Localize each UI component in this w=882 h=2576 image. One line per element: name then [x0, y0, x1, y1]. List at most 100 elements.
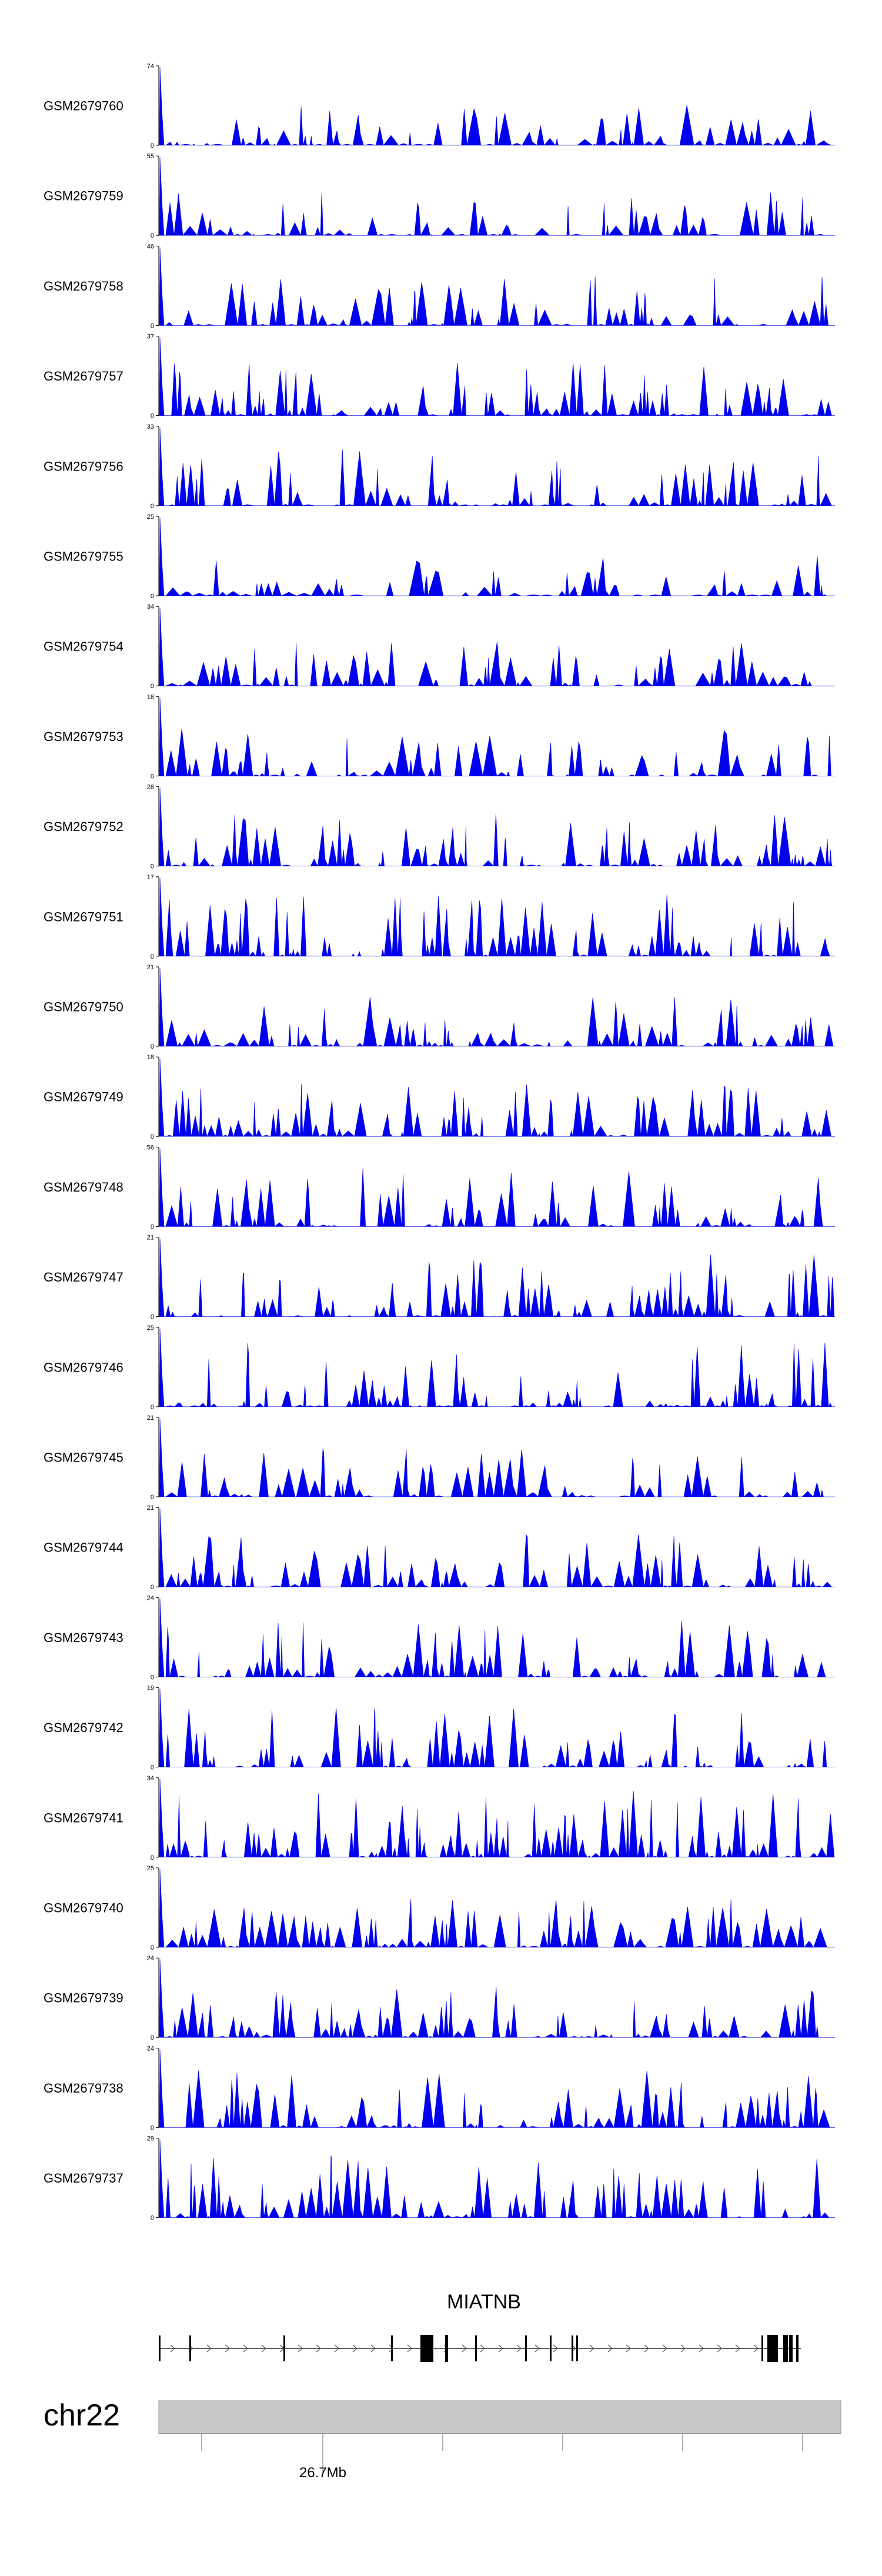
- track-label: GSM2679745: [44, 1450, 123, 1465]
- exon: [761, 2335, 763, 2361]
- track-GSM2679738: GSM2679738 24 0: [44, 2045, 835, 2131]
- y-tick-label-min: 0: [151, 1043, 154, 1050]
- coverage-area: [159, 1599, 835, 1678]
- y-tick-label-max: 74: [147, 63, 154, 70]
- y-tick-label-min: 0: [151, 1764, 154, 1771]
- strand-arrow: [480, 2344, 485, 2353]
- track-label: GSM2679760: [44, 99, 123, 114]
- exon: [576, 2335, 578, 2361]
- y-tick-label-min: 0: [151, 1223, 154, 1230]
- track-GSM2679757: GSM2679757 37 0: [44, 333, 835, 420]
- track-GSM2679744: GSM2679744 21 0: [44, 1504, 835, 1591]
- track-GSM2679746: GSM2679746 25 0: [44, 1324, 835, 1411]
- y-tick-label-min: 0: [151, 1314, 154, 1321]
- strand-arrow: [370, 2344, 376, 2353]
- y-tick-label-min: 0: [151, 232, 154, 239]
- track-label: GSM2679758: [44, 279, 123, 293]
- track-GSM2679760: GSM2679760 74 0: [44, 63, 835, 149]
- exon: [796, 2335, 799, 2362]
- strand-arrow: [352, 2344, 358, 2353]
- track-GSM2679754: GSM2679754 34 0: [44, 603, 835, 690]
- track-label: GSM2679738: [44, 2081, 123, 2095]
- strand-arrow: [516, 2344, 522, 2353]
- y-tick-label-max: 25: [147, 1865, 154, 1872]
- track-GSM2679758: GSM2679758 46 0: [44, 243, 835, 329]
- exon: [283, 2335, 285, 2361]
- strand-arrow: [735, 2344, 740, 2353]
- track-label: GSM2679754: [44, 639, 123, 654]
- coverage-area: [159, 1868, 835, 1948]
- track-label: GSM2679744: [44, 1540, 123, 1555]
- coverage-area: [159, 1509, 835, 1588]
- coverage-area: [159, 427, 835, 506]
- y-tick-label-max: 17: [147, 874, 154, 881]
- y-tick-label-max: 34: [147, 603, 154, 610]
- y-tick-label-min: 0: [151, 1944, 154, 1951]
- track-GSM2679752: GSM2679752 28 0: [44, 784, 835, 870]
- y-tick-label-min: 0: [151, 1854, 154, 1861]
- y-tick-label-min: 0: [151, 1404, 154, 1411]
- y-tick-label-min: 0: [151, 773, 154, 780]
- exon: [767, 2335, 778, 2362]
- strand-arrow: [316, 2344, 321, 2353]
- exon: [783, 2335, 788, 2362]
- track-label: GSM2679737: [44, 2171, 123, 2185]
- chromosome-label: chr22: [44, 2398, 120, 2432]
- coverage-area: [159, 1058, 835, 1137]
- track-GSM2679753: GSM2679753 18 0: [44, 693, 835, 780]
- track-label: GSM2679747: [44, 1270, 123, 1284]
- strand-arrow: [553, 2344, 558, 2353]
- coverage-area: [159, 788, 835, 867]
- coverage-area: [159, 247, 835, 326]
- coverage-area: [159, 337, 835, 416]
- coverage-area: [159, 1238, 835, 1317]
- genome-axis-tick-label: 26.7Mb: [299, 2465, 346, 2481]
- track-label: GSM2679741: [44, 1810, 123, 1825]
- track-label: GSM2679748: [44, 1180, 123, 1194]
- coverage-area: [159, 877, 835, 957]
- coverage-area: [159, 608, 835, 687]
- y-tick-label-max: 21: [147, 1414, 154, 1422]
- track-label: GSM2679753: [44, 729, 123, 744]
- exon: [550, 2335, 552, 2361]
- exon: [445, 2335, 448, 2362]
- y-tick-label-max: 25: [147, 513, 154, 520]
- coverage-area: [159, 967, 835, 1047]
- track-label: GSM2679756: [44, 459, 123, 473]
- coverage-area: [159, 517, 835, 597]
- y-tick-label-min: 0: [151, 2034, 154, 2041]
- strand-arrow: [699, 2344, 704, 2353]
- track-label: GSM2679752: [44, 819, 123, 834]
- y-tick-label-min: 0: [151, 322, 154, 329]
- strand-arrow: [498, 2344, 503, 2353]
- track-GSM2679756: GSM2679756 33 0: [44, 423, 835, 510]
- track-GSM2679748: GSM2679748 56 0: [44, 1144, 835, 1230]
- y-tick-label-max: 24: [147, 1594, 154, 1601]
- chromosome-ideogram: chr22 26.7Mb: [44, 2398, 841, 2481]
- track-GSM2679747: GSM2679747 21 0: [44, 1234, 835, 1321]
- coverage-area: [159, 2049, 835, 2128]
- y-tick-label-max: 18: [147, 1054, 154, 1061]
- y-tick-label-max: 19: [147, 1685, 154, 1692]
- y-tick-label-max: 55: [147, 153, 154, 160]
- track-label: GSM2679739: [44, 1991, 123, 2006]
- exon: [572, 2335, 573, 2361]
- track-GSM2679741: GSM2679741 34 0: [44, 1775, 835, 1861]
- exon: [525, 2335, 527, 2361]
- strand-arrow: [462, 2344, 467, 2353]
- strand-arrow: [261, 2344, 266, 2353]
- y-tick-label-min: 0: [151, 1494, 154, 1501]
- track-GSM2679740: GSM2679740 25 0: [44, 1865, 835, 1951]
- coverage-area: [159, 1148, 835, 1227]
- coverage-area: [159, 2139, 835, 2218]
- y-tick-label-max: 21: [147, 1504, 154, 1511]
- strand-arrow: [170, 2344, 175, 2353]
- y-tick-label-max: 24: [147, 2045, 154, 2052]
- y-tick-label-max: 25: [147, 1324, 154, 1332]
- y-tick-label-max: 24: [147, 1955, 154, 1962]
- strand-arrow: [534, 2344, 540, 2353]
- y-tick-label-min: 0: [151, 413, 154, 420]
- track-GSM2679755: GSM2679755 25 0: [44, 513, 835, 600]
- track-GSM2679745: GSM2679745 21 0: [44, 1414, 835, 1501]
